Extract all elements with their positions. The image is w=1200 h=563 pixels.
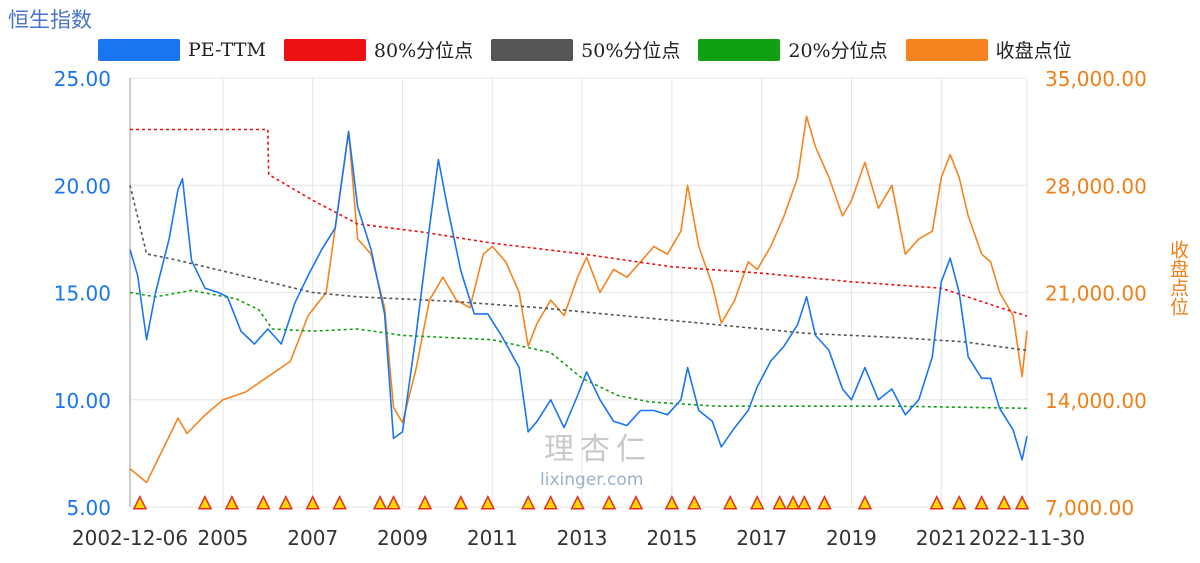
series-line-p20 bbox=[129, 289, 1028, 410]
marker-triangle bbox=[687, 495, 702, 510]
marker-triangle bbox=[797, 495, 812, 510]
legend-swatch-pe bbox=[98, 38, 180, 61]
y-right-tick-label: 21,000.00 bbox=[1045, 282, 1147, 306]
marker-triangle bbox=[974, 495, 989, 510]
marker-triangle bbox=[224, 495, 240, 510]
marker-triangle bbox=[256, 495, 271, 510]
legend-label-p20: 20%分位点 bbox=[788, 40, 888, 62]
marker-triangle bbox=[996, 495, 1012, 510]
y-left-tick-label: 5.00 bbox=[66, 496, 111, 520]
legend-item-p80[interactable]: 80%分位点 bbox=[283, 36, 474, 63]
x-tick-label: 2005 bbox=[197, 526, 248, 550]
marker-triangle bbox=[417, 495, 433, 510]
series-line-p50 bbox=[129, 185, 1028, 352]
right-axis-title: 收盘点位 bbox=[1167, 240, 1189, 316]
marker-triangle bbox=[332, 495, 347, 510]
legend-item-pe[interactable]: PE-TTM bbox=[98, 38, 266, 61]
y-right-tick-label: 14,000.00 bbox=[1045, 389, 1147, 413]
legend-label-p50: 50%分位点 bbox=[581, 40, 681, 62]
marker-triangle bbox=[749, 495, 765, 510]
marker-triangle bbox=[601, 495, 617, 510]
series-line-p80 bbox=[130, 128, 1028, 317]
legend-item-p50[interactable]: 50%分位点 bbox=[491, 36, 680, 63]
y-left-tick-label: 10.00 bbox=[54, 389, 111, 413]
x-tick-label: 2019 bbox=[826, 526, 877, 550]
marker-triangle bbox=[1014, 495, 1030, 510]
marker-triangle bbox=[785, 495, 801, 510]
legend-label-pe: PE-TTM bbox=[188, 38, 266, 61]
legend-label-close: 收盘点位 bbox=[995, 40, 1072, 62]
legend: PE-TTM 80%分位点 50%分位点 20%分位点 收盘点位 bbox=[98, 36, 1090, 63]
y-left-tick-label: 15.00 bbox=[54, 282, 111, 306]
legend-swatch-p50 bbox=[491, 38, 574, 61]
legend-item-close[interactable]: 收盘点位 bbox=[905, 36, 1072, 63]
marker-triangle bbox=[386, 495, 401, 510]
y-right-tick-label: 7,000.00 bbox=[1045, 496, 1134, 520]
marker-triangle bbox=[929, 495, 944, 510]
series-line-pe bbox=[129, 130, 1028, 461]
x-tick-label: 2022-11-30 bbox=[969, 526, 1085, 550]
marker-triangle bbox=[521, 495, 536, 510]
marker-triangle bbox=[772, 495, 787, 510]
x-tick-label: 2015 bbox=[646, 526, 697, 550]
x-tick-label: 2002-12-06 bbox=[72, 526, 188, 550]
watermark-url: lixinger.com bbox=[540, 470, 644, 490]
marker-triangle bbox=[951, 495, 967, 510]
marker-triangle bbox=[372, 495, 388, 510]
x-tick-label: 2021 bbox=[916, 526, 967, 550]
x-tick-label: 2017 bbox=[736, 526, 787, 550]
x-tick-label: 2007 bbox=[287, 526, 338, 550]
chart-title: 恒生指数 bbox=[8, 8, 92, 32]
marker-triangle bbox=[197, 495, 213, 510]
marker-triangle bbox=[570, 495, 585, 510]
marker-triangle bbox=[132, 495, 148, 510]
watermark-logo: 理杏仁 bbox=[544, 432, 652, 467]
x-tick-label: 2011 bbox=[467, 526, 518, 550]
marker-triangle bbox=[453, 495, 469, 510]
legend-swatch-p20 bbox=[698, 38, 781, 61]
x-tick-label: 2009 bbox=[377, 526, 428, 550]
marker-triangle bbox=[480, 495, 496, 510]
marker-triangle bbox=[723, 495, 738, 510]
legend-item-p20[interactable]: 20%分位点 bbox=[698, 36, 888, 63]
legend-swatch-close bbox=[905, 38, 988, 61]
marker-triangle bbox=[278, 495, 293, 510]
marker-triangle bbox=[664, 495, 680, 510]
legend-swatch-p80 bbox=[283, 38, 366, 61]
y-left-tick-label: 25.00 bbox=[54, 67, 111, 91]
marker-triangle bbox=[628, 495, 644, 510]
y-right-tick-label: 35,000.00 bbox=[1045, 67, 1147, 91]
y-right-tick-label: 28,000.00 bbox=[1045, 174, 1147, 198]
marker-triangle bbox=[543, 495, 558, 510]
marker-triangle bbox=[857, 495, 873, 510]
x-tick-label: 2013 bbox=[557, 526, 608, 550]
marker-triangle bbox=[305, 495, 320, 510]
y-left-tick-label: 20.00 bbox=[54, 174, 111, 198]
legend-label-p80: 80%分位点 bbox=[373, 40, 474, 62]
marker-triangle bbox=[817, 495, 832, 510]
